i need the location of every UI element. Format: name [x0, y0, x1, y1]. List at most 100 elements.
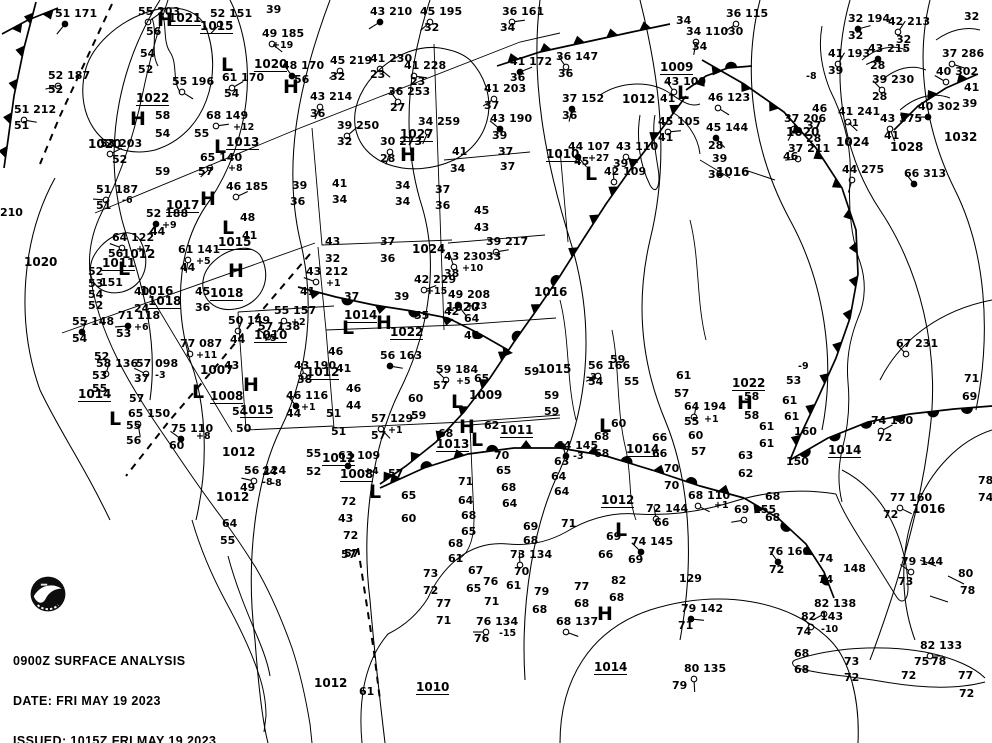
station-value: 82 138 [814, 597, 857, 610]
station-value: 36 [558, 67, 574, 80]
station-value: 61 [448, 552, 464, 565]
pressure-label: 1018 [148, 294, 182, 309]
station-value: 71 [436, 614, 452, 627]
station-value: 54 [232, 405, 248, 418]
high-center: H [376, 312, 392, 334]
station-value: 28 [870, 59, 886, 72]
low-center: L [599, 415, 612, 437]
station-value: 63 109 [338, 449, 381, 462]
station-value: 70 [664, 479, 680, 492]
station-value: 41 [884, 129, 900, 142]
station-value: 70 [494, 449, 510, 462]
station-value: 41 241 [838, 105, 881, 118]
station-value: 55 157 [274, 304, 317, 317]
station-value: 69 [606, 530, 622, 543]
station-value: 61 [759, 420, 775, 433]
station-value: -3 [573, 451, 584, 462]
station-value: 71 [964, 372, 980, 385]
station-value: 30 [728, 25, 744, 38]
station-value: 44 [230, 333, 246, 346]
station-value: 37 [500, 160, 516, 173]
station-value: 71 [678, 619, 694, 632]
station-value: 74 [818, 552, 834, 565]
station-value: 80 135 [684, 662, 727, 675]
station-value: 41 [242, 229, 258, 242]
station-value: 38 [297, 373, 313, 386]
station-value: 54 [155, 127, 171, 140]
station-value: -15 [499, 628, 517, 639]
station-value: 79 [672, 679, 688, 692]
high-center: H [200, 188, 216, 210]
station-value: 77 160 [890, 491, 933, 504]
station-value: 76 [474, 632, 490, 645]
station-value: 75 110 [171, 422, 214, 435]
station-value: 61 141 [178, 243, 221, 256]
station-value: 34 259 [418, 115, 461, 128]
station-value: 65 140 [200, 151, 243, 164]
low-center: L [615, 519, 628, 541]
low-center: L [451, 391, 464, 413]
station-value: 61 [506, 579, 522, 592]
low-center: L [677, 82, 690, 104]
station-value: -6 [122, 195, 133, 206]
station-value: 27 [390, 101, 406, 114]
low-center: L [192, 381, 205, 403]
station-value: +4 [364, 466, 379, 477]
station-value: -8 [262, 477, 273, 488]
station-value: 33 [486, 250, 502, 263]
pressure-label: 1015 [538, 362, 572, 376]
station-value: 43 215 [868, 42, 911, 55]
station-value: 72 [423, 584, 439, 597]
station-value: 60 [688, 429, 704, 442]
pressure-label: 1014 [344, 308, 378, 323]
station-value: +10 [462, 263, 484, 274]
station-value: +1 [714, 500, 729, 511]
station-value: 36 [310, 107, 326, 120]
station-value: 46 [783, 150, 799, 163]
station-value: 65 [466, 582, 482, 595]
station-value: 64 [458, 494, 474, 507]
station-value: 43 230 [444, 250, 487, 263]
station-value: 40 302 [936, 65, 979, 78]
station-value: 74 [796, 625, 812, 638]
station-value: 37 206 [784, 112, 827, 125]
station-value: 51 [331, 425, 347, 438]
pressure-label: 1021 [168, 11, 202, 26]
station-value: 36 115 [726, 7, 769, 20]
station-value: 45 144 [706, 121, 749, 134]
pressure-label: 1027 [400, 127, 434, 142]
station-value: 53 [786, 374, 802, 387]
station-value: 78 [960, 584, 976, 597]
station-value: 66 [652, 447, 668, 460]
station-value: +12 [233, 122, 255, 133]
station-value: 44 [346, 399, 362, 412]
station-value: 52 [88, 265, 104, 278]
station-value: 71 [484, 595, 500, 608]
product-title-block: 0900Z SURFACE ANALYSIS DATE: FRI MAY 19 … [13, 629, 304, 743]
station-value: 44 [286, 407, 302, 420]
station-value: 64 [554, 485, 570, 498]
station-value: 46 [346, 382, 362, 395]
station-value: +19 [272, 40, 294, 51]
station-value: +1 [388, 425, 403, 436]
station-value: 67 231 [896, 337, 939, 350]
station-value: 36 161 [502, 5, 545, 18]
station-value: 32 [848, 29, 864, 42]
pressure-label: 1016 [140, 284, 174, 298]
pressure-label: 1008 [210, 389, 244, 404]
pressure-label: 1028 [890, 140, 924, 154]
station-value: 64 [551, 470, 567, 483]
station-value: 41 228 [404, 59, 447, 72]
station-value: 51 [14, 119, 30, 132]
pressure-label: 1020 [254, 57, 288, 72]
station-value: 72 [959, 687, 975, 700]
station-value: 34 [395, 195, 411, 208]
station-value: 74 [978, 491, 992, 504]
station-value: 60 [408, 392, 424, 405]
isobars [24, 0, 992, 743]
station-value: 57 [433, 379, 449, 392]
pressure-label: 1015 [240, 403, 274, 418]
station-value: 68 110 [688, 489, 731, 502]
low-center: L [214, 136, 227, 158]
